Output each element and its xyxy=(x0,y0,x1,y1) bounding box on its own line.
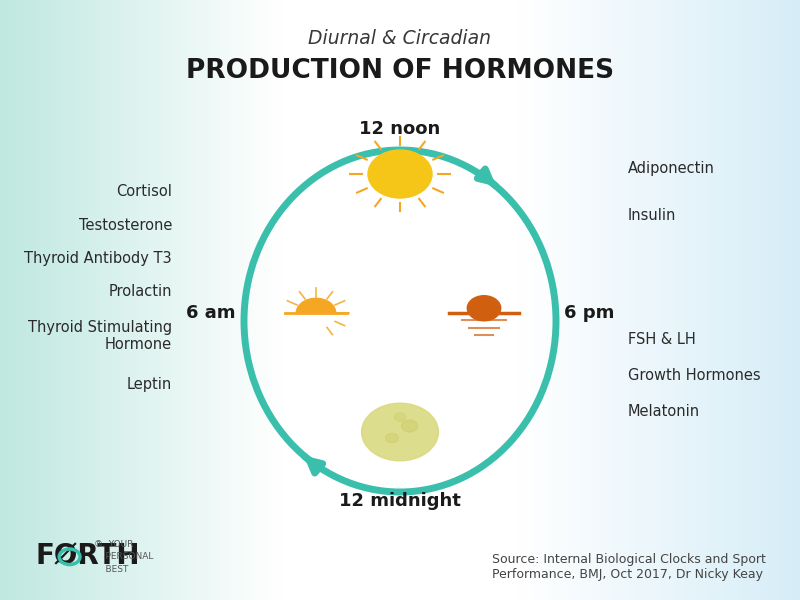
Text: Prolactin: Prolactin xyxy=(109,283,172,298)
Circle shape xyxy=(394,413,406,421)
Text: ®  YOUR
    PERSONAL
    BEST: ® YOUR PERSONAL BEST xyxy=(94,540,154,574)
Circle shape xyxy=(467,296,501,321)
Text: FSH & LH: FSH & LH xyxy=(628,331,696,346)
Text: 6 am: 6 am xyxy=(186,304,235,322)
Text: Thyroid Stimulating
Hormone: Thyroid Stimulating Hormone xyxy=(28,320,172,352)
Text: Growth Hormones: Growth Hormones xyxy=(628,367,761,383)
Text: FØRTH: FØRTH xyxy=(36,543,141,571)
Text: Insulin: Insulin xyxy=(628,208,676,223)
Text: Testosterone: Testosterone xyxy=(78,217,172,232)
Circle shape xyxy=(386,433,398,443)
Text: 12 noon: 12 noon xyxy=(359,120,441,138)
Text: Source: Internal Biological Clocks and Sport
Performance, BMJ, Oct 2017, Dr Nick: Source: Internal Biological Clocks and S… xyxy=(492,553,766,581)
Text: PRODUCTION OF HORMONES: PRODUCTION OF HORMONES xyxy=(186,58,614,84)
Text: 6 pm: 6 pm xyxy=(565,304,614,322)
Circle shape xyxy=(402,420,418,432)
Text: Cortisol: Cortisol xyxy=(116,184,172,199)
Circle shape xyxy=(368,150,432,198)
Wedge shape xyxy=(296,298,336,313)
Text: Adiponectin: Adiponectin xyxy=(628,160,715,175)
Text: 12 midnight: 12 midnight xyxy=(339,492,461,510)
Text: Leptin: Leptin xyxy=(126,377,172,391)
Text: Diurnal & Circadian: Diurnal & Circadian xyxy=(309,29,491,49)
Text: Melatonin: Melatonin xyxy=(628,403,700,419)
Text: Thyroid Antibody T3: Thyroid Antibody T3 xyxy=(24,251,172,265)
Circle shape xyxy=(362,403,438,461)
